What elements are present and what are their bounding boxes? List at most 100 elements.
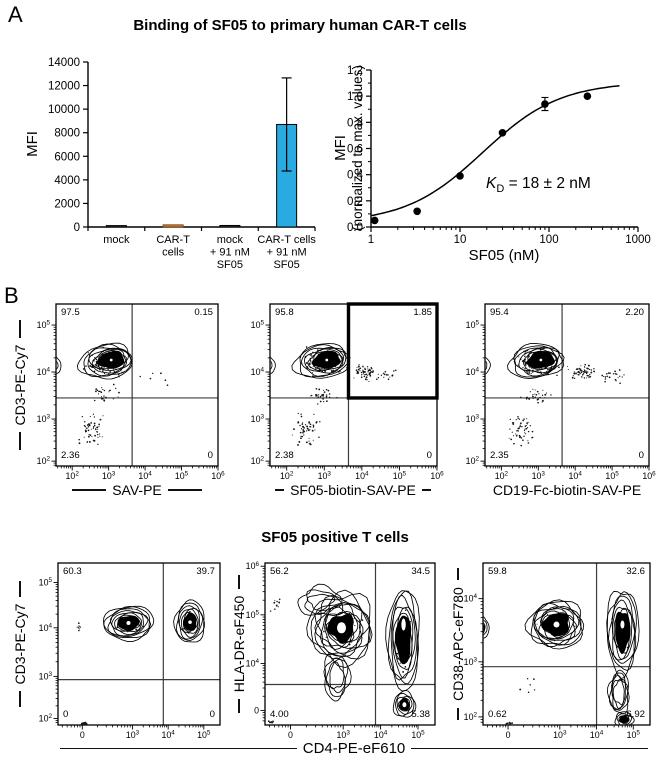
tick-label: 102 bbox=[280, 471, 294, 481]
quadrant-percentage: 95.8 bbox=[275, 307, 294, 318]
tick-label: 4000 bbox=[54, 175, 80, 187]
axis-decoration-line bbox=[421, 489, 431, 491]
flow-bottom-y-label-3-text: CD38-APC-eF780 bbox=[450, 587, 466, 701]
axis-decoration-line bbox=[19, 580, 21, 597]
flow-bottom-shared-x-label: CD4-PE-eF610 bbox=[60, 740, 649, 757]
tick-label: 1.0 bbox=[347, 91, 363, 103]
tick-label: 103 bbox=[464, 656, 478, 666]
axis-decoration-line bbox=[275, 489, 285, 491]
quadrant-percentage: 60.3 bbox=[63, 566, 82, 577]
tick-label: 104 bbox=[161, 730, 175, 740]
tick-label: 105 bbox=[411, 730, 425, 740]
tick-label: 104 bbox=[246, 658, 260, 668]
flow-plot-content bbox=[267, 583, 420, 724]
tick-label: 0.6 bbox=[347, 144, 363, 156]
quadrant-percentage: 0 bbox=[209, 709, 215, 720]
flow-plot-content bbox=[56, 342, 169, 446]
tick-label: 104 bbox=[138, 471, 152, 481]
flow-top-y-axis-label: CD3-PE-Cy7 bbox=[11, 300, 29, 470]
quadrant-percentage: 5.38 bbox=[411, 709, 430, 720]
tick-label: 103 bbox=[318, 471, 332, 481]
tick-label: 102 bbox=[464, 712, 478, 722]
flow-plot-frame bbox=[482, 562, 651, 726]
tick-label: 103 bbox=[532, 471, 546, 481]
axis-decoration-line bbox=[457, 707, 459, 720]
tick-label: 105 bbox=[605, 471, 619, 481]
tick-label: 103 bbox=[553, 730, 567, 740]
tick-label: 103 bbox=[251, 414, 265, 424]
quadrant-percentage: 2.20 bbox=[625, 307, 644, 318]
tick-label: 103 bbox=[39, 671, 53, 681]
tick-label: 106 bbox=[246, 561, 260, 571]
tick-label: 104 bbox=[590, 730, 604, 740]
quadrant-percentage: 0 bbox=[426, 450, 432, 461]
flow-top-x-label-3-text: CD19-Fc-biotin-SAV-PE bbox=[492, 482, 642, 498]
flow-top-x-label-1-text: SAV-PE bbox=[112, 482, 162, 498]
data-point bbox=[456, 172, 464, 180]
tick-label: 104 bbox=[37, 367, 51, 377]
kd-symbol: K bbox=[486, 175, 497, 192]
flow-top-x-label-3: CD19-Fc-biotin-SAV-PE bbox=[480, 482, 654, 498]
kd-annotation: KD = 18 ± 2 nM bbox=[486, 175, 591, 195]
tick-label: 0.8 bbox=[347, 117, 363, 129]
kd-subscript: D bbox=[496, 183, 505, 196]
quadrant-percentage: 0.62 bbox=[488, 709, 507, 720]
bar-category-label: CAR-T cells + 91 nM SF05 bbox=[257, 234, 316, 271]
tick-label: 2000 bbox=[54, 198, 80, 210]
bar-category-label: mock bbox=[103, 234, 130, 246]
tick-label: 103 bbox=[102, 471, 116, 481]
tick-label: 6000 bbox=[54, 151, 80, 163]
quadrant-percentage: 39.7 bbox=[196, 566, 215, 577]
flow-plot-content bbox=[483, 590, 640, 725]
bar-y-axis-label-text: MFI bbox=[23, 131, 41, 157]
tick-label: 102 bbox=[66, 471, 80, 481]
tick-label: 102 bbox=[495, 471, 509, 481]
bar-category-label: CAR-T cells bbox=[156, 234, 190, 259]
tick-label: 10000 bbox=[48, 104, 80, 116]
tick-label: 1000 bbox=[625, 234, 651, 246]
curve-y-label-line1: MFI bbox=[332, 135, 349, 161]
tick-label: 103 bbox=[466, 414, 480, 424]
flow-plot-frame bbox=[57, 562, 221, 726]
tick-label: 105 bbox=[393, 471, 407, 481]
quadrant-percentage: 2.36 bbox=[61, 450, 80, 461]
tick-label: 105 bbox=[39, 577, 53, 587]
flow-bottom-y-label-1-text: CD3-PE-Cy7 bbox=[12, 603, 28, 685]
curve-y-axis-label: MFI (normalized to max. values) bbox=[332, 30, 366, 266]
tick-label: 103 bbox=[126, 730, 140, 740]
quadrant-percentage: 59.8 bbox=[488, 566, 507, 577]
curve-x-axis-label: SF05 (nM) bbox=[468, 247, 540, 264]
data-point bbox=[370, 216, 379, 225]
flow-top-x-label-2-text: SF05-biotin-SAV-PE bbox=[290, 482, 416, 498]
flow-bottom-y-label-3: CD38-APC-eF780 bbox=[449, 559, 467, 729]
bar bbox=[219, 224, 241, 228]
quadrant-percentage: 95.4 bbox=[490, 307, 509, 318]
tick-label: 14000 bbox=[48, 57, 80, 69]
axis-decoration-line bbox=[19, 319, 21, 338]
tick-label: 102 bbox=[466, 456, 480, 466]
tick-label: 103 bbox=[337, 730, 351, 740]
tick-label: 0 bbox=[506, 730, 511, 740]
flow-plot-content bbox=[270, 343, 397, 446]
tick-label: 104 bbox=[569, 471, 583, 481]
curve-y-label-line2: (normalized to max. values) bbox=[350, 65, 365, 231]
quadrant-percentage: 97.5 bbox=[61, 307, 80, 318]
axis-decoration-line bbox=[238, 699, 240, 714]
quadrant-percentage: 34.5 bbox=[411, 566, 430, 577]
tick-label: 104 bbox=[251, 367, 265, 377]
tick-label: 104 bbox=[355, 471, 369, 481]
tick-label: 103 bbox=[37, 414, 51, 424]
tick-label: 0 bbox=[288, 730, 293, 740]
quadrant-percentage: 32.6 bbox=[626, 566, 645, 577]
panel-b-label: B bbox=[4, 283, 19, 308]
quadrant-percentage: 0.15 bbox=[194, 307, 213, 318]
axis-decoration-line bbox=[19, 432, 21, 451]
flow-plot-content bbox=[76, 599, 205, 725]
tick-label: 106 bbox=[430, 471, 444, 481]
flow-plot-frame bbox=[264, 562, 436, 726]
flow-top-x-label-1: SAV-PE bbox=[54, 482, 220, 498]
tick-label: 100 bbox=[539, 234, 558, 246]
tick-label: 1.2 bbox=[347, 65, 363, 77]
data-point bbox=[541, 100, 549, 108]
tick-label: 10 bbox=[454, 234, 467, 246]
